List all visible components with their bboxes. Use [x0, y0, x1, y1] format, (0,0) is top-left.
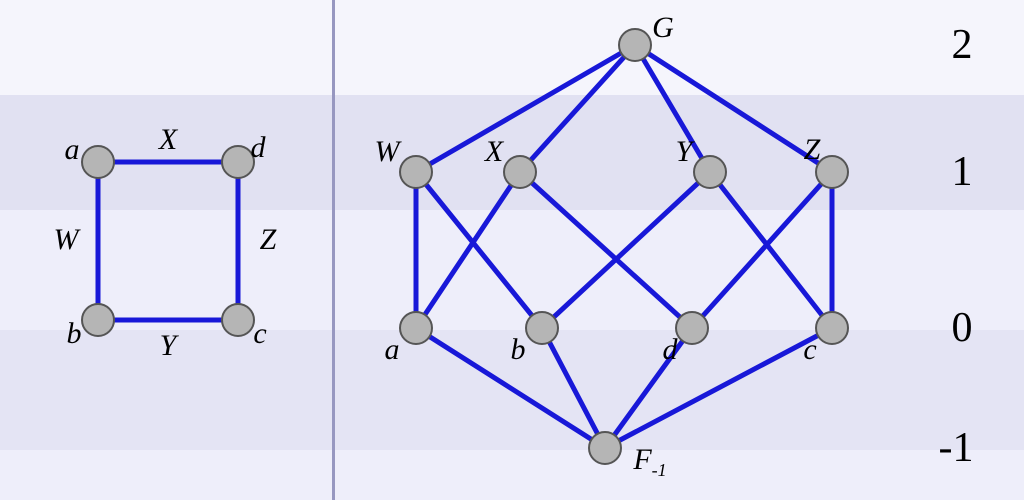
level-label-0: 0: [952, 304, 973, 352]
right_graph-node-label-a: a: [385, 333, 400, 367]
right_graph-node-label-F: F-1: [633, 443, 666, 481]
level-label--1: -1: [939, 424, 974, 472]
diagram-canvas: X Z Y Wa d b c G W X Y Za b d c F-1 2 1 0 -1: [0, 0, 1024, 500]
right_graph-node-a: [399, 311, 433, 345]
right_graph-node-label-G: G: [652, 11, 674, 45]
right_graph-node-label-d: d: [663, 333, 678, 367]
right_graph-node-Y: [693, 155, 727, 189]
bg-band-2: [0, 210, 1024, 330]
left_graph-edge-label-W: W: [54, 223, 79, 257]
right_graph-node-label-c: c: [803, 333, 816, 367]
left_graph-node-c: [221, 303, 255, 337]
left_graph-node-label-c: c: [253, 317, 266, 351]
right_graph-node-label-Z: Z: [804, 133, 821, 167]
right_graph-node-b: [525, 311, 559, 345]
right_graph-node-label-Y: Y: [676, 135, 693, 169]
left_graph-edge-label-Y: Y: [160, 329, 177, 363]
left_graph-edge-label-X: X: [159, 123, 177, 157]
level-label-1: 1: [952, 148, 973, 196]
bg-band-4: [0, 450, 1024, 500]
right_graph-node-label-W: W: [375, 135, 400, 169]
right_graph-node-G: [618, 28, 652, 62]
vertical-divider: [332, 0, 335, 500]
level-label-2: 2: [952, 21, 973, 69]
left_graph-node-b: [81, 303, 115, 337]
left_graph-node-label-a: a: [65, 133, 80, 167]
right_graph-node-F: [588, 431, 622, 465]
right_graph-node-c: [815, 311, 849, 345]
bg-band-0: [0, 0, 1024, 95]
bg-band-1: [0, 95, 1024, 210]
left_graph-edge-label-Z: Z: [260, 223, 277, 257]
right_graph-node-label-b: b: [511, 333, 526, 367]
right_graph-node-d: [675, 311, 709, 345]
left_graph-node-label-b: b: [67, 317, 82, 351]
left_graph-node-label-d: d: [251, 131, 266, 165]
right_graph-node-label-X: X: [485, 135, 503, 169]
right_graph-node-X: [503, 155, 537, 189]
right_graph-node-W: [399, 155, 433, 189]
left_graph-node-a: [81, 145, 115, 179]
